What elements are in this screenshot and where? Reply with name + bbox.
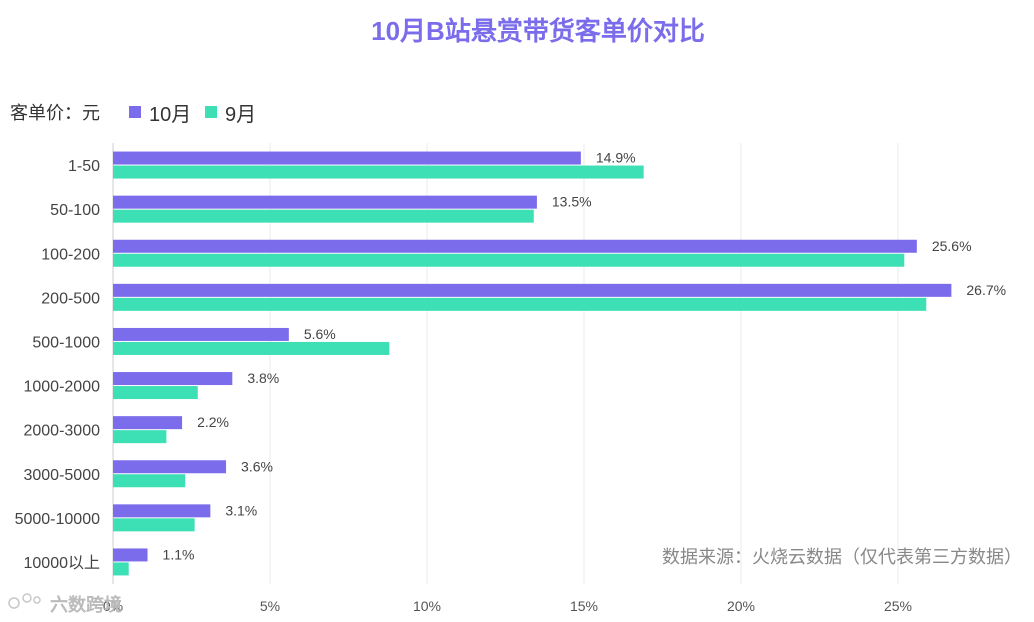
bar-oct — [113, 327, 289, 341]
legend-swatch-oct — [129, 106, 141, 118]
bar-oct — [113, 195, 537, 209]
legend-label-sep: 9月 — [225, 104, 256, 126]
bar-oct — [113, 460, 227, 474]
bars: 14.9% 13.5% 25.6% 26.7% 5.6% 3.8% 2.2% 3.6% 3.1%… — [113, 150, 1006, 576]
watermark-text: 六数跨境 — [50, 594, 122, 615]
legend: 10月 9月 — [129, 104, 256, 126]
x-tick-label: 0% — [103, 598, 123, 614]
bar-sep — [113, 562, 129, 576]
category-label: 200-500 — [41, 290, 100, 307]
data-label-oct: 3.1% — [225, 502, 257, 518]
bar-sep — [113, 474, 186, 488]
data-label-oct: 2.2% — [197, 414, 229, 430]
data-label-oct: 13.5% — [552, 194, 592, 210]
bar-sep — [113, 297, 927, 311]
data-label-oct: 5.6% — [304, 326, 336, 342]
category-label: 500-1000 — [32, 334, 100, 351]
category-label: 3000-5000 — [23, 467, 100, 484]
x-tick-label: 15% — [570, 598, 598, 614]
bar-oct — [113, 548, 148, 562]
category-label: 100-200 — [41, 246, 100, 263]
category-label: 2000-3000 — [23, 423, 100, 440]
x-tick-label: 25% — [884, 598, 912, 614]
category-label: 5000-10000 — [15, 511, 101, 528]
chart-title: 10月B站悬赏带货客单价对比 — [371, 16, 705, 46]
bar-sep — [113, 253, 905, 267]
data-label-oct: 3.6% — [241, 458, 273, 474]
data-label-oct: 14.9% — [596, 150, 636, 166]
unit-label: 客单价：元 — [10, 103, 100, 123]
bar-oct — [113, 283, 952, 297]
bar-oct — [113, 239, 917, 253]
bar-oct — [113, 416, 183, 430]
bar-sep — [113, 341, 390, 355]
bar-sep — [113, 430, 167, 444]
data-label-oct: 26.7% — [966, 282, 1006, 298]
data-label-oct: 25.6% — [932, 238, 972, 254]
x-tick-label: 20% — [727, 598, 755, 614]
legend-label-oct: 10月 — [149, 104, 191, 126]
data-label-oct: 3.8% — [247, 370, 279, 386]
category-label: 1-50 — [68, 158, 100, 175]
bar-sep — [113, 209, 534, 223]
bar-sep — [113, 165, 644, 179]
legend-swatch-sep — [205, 106, 217, 118]
watermark: 六数跨境 — [8, 593, 122, 615]
x-tick-labels: 0% 5% 10% 15% 20% 25% — [103, 598, 912, 614]
category-label: 10000以上 — [24, 554, 101, 572]
bar-sep — [113, 518, 195, 532]
category-labels: 1-50 50-100 100-200 200-500 500-1000 1000-200… — [15, 158, 101, 572]
source-note: 数据来源：火烧云数据（仅代表第三方数据） — [662, 547, 1022, 567]
x-tick-label: 5% — [260, 598, 280, 614]
watermark-logo — [8, 593, 41, 609]
category-label: 50-100 — [50, 202, 100, 219]
data-label-oct: 1.1% — [163, 546, 195, 562]
bar-oct — [113, 151, 581, 165]
category-label: 1000-2000 — [23, 379, 100, 396]
bar-sep — [113, 386, 198, 400]
bar-oct — [113, 504, 211, 518]
bar-oct — [113, 372, 233, 386]
x-tick-label: 10% — [413, 598, 441, 614]
